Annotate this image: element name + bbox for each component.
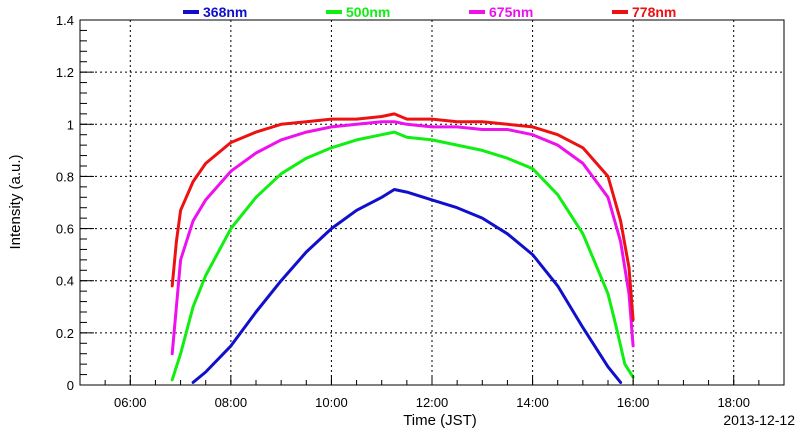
y-axis-title: Intensity (a.u.) (7, 154, 24, 249)
legend: 368nm 500nm 675nm 778nm (183, 4, 676, 20)
legend-label-675nm: 675nm (489, 4, 533, 20)
series-line-675nm (170, 120, 635, 356)
legend-label-500nm: 500nm (346, 4, 390, 20)
y-tick-label: 0 (67, 378, 74, 393)
x-tick-label: 14:00 (516, 395, 549, 410)
legend-label-778nm: 778nm (632, 4, 676, 20)
x-tick-label: 18:00 (717, 395, 750, 410)
y-tick-label: 0.4 (56, 274, 74, 289)
x-tick-label: 10:00 (315, 395, 348, 410)
y-tick-label: 1.2 (56, 65, 74, 80)
series-line-778nm (170, 112, 635, 322)
y-tick-label: 0.2 (56, 326, 74, 341)
y-tick-label: 0.8 (56, 169, 74, 184)
x-tick-label: 16:00 (617, 395, 650, 410)
y-tick-label: 1.4 (56, 13, 74, 28)
date-label: 2013-12-12 (723, 412, 795, 428)
ticks: 06:00 08:00 10:00 12:00 14:00 16:00 18:00 0 0.2 0… (56, 13, 785, 410)
series-layer (170, 112, 635, 384)
x-tick-label: 06:00 (114, 395, 147, 410)
series-line-368nm (191, 188, 623, 384)
series-line-500nm (170, 130, 635, 382)
x-tick-label: 12:00 (416, 395, 449, 410)
legend-label-368nm: 368nm (203, 4, 247, 20)
grid (80, 20, 784, 385)
x-tick-label: 08:00 (215, 395, 248, 410)
x-axis-title: Time (JST) (403, 412, 477, 429)
y-tick-label: 0.6 (56, 222, 74, 237)
y-tick-label: 1 (67, 117, 74, 132)
